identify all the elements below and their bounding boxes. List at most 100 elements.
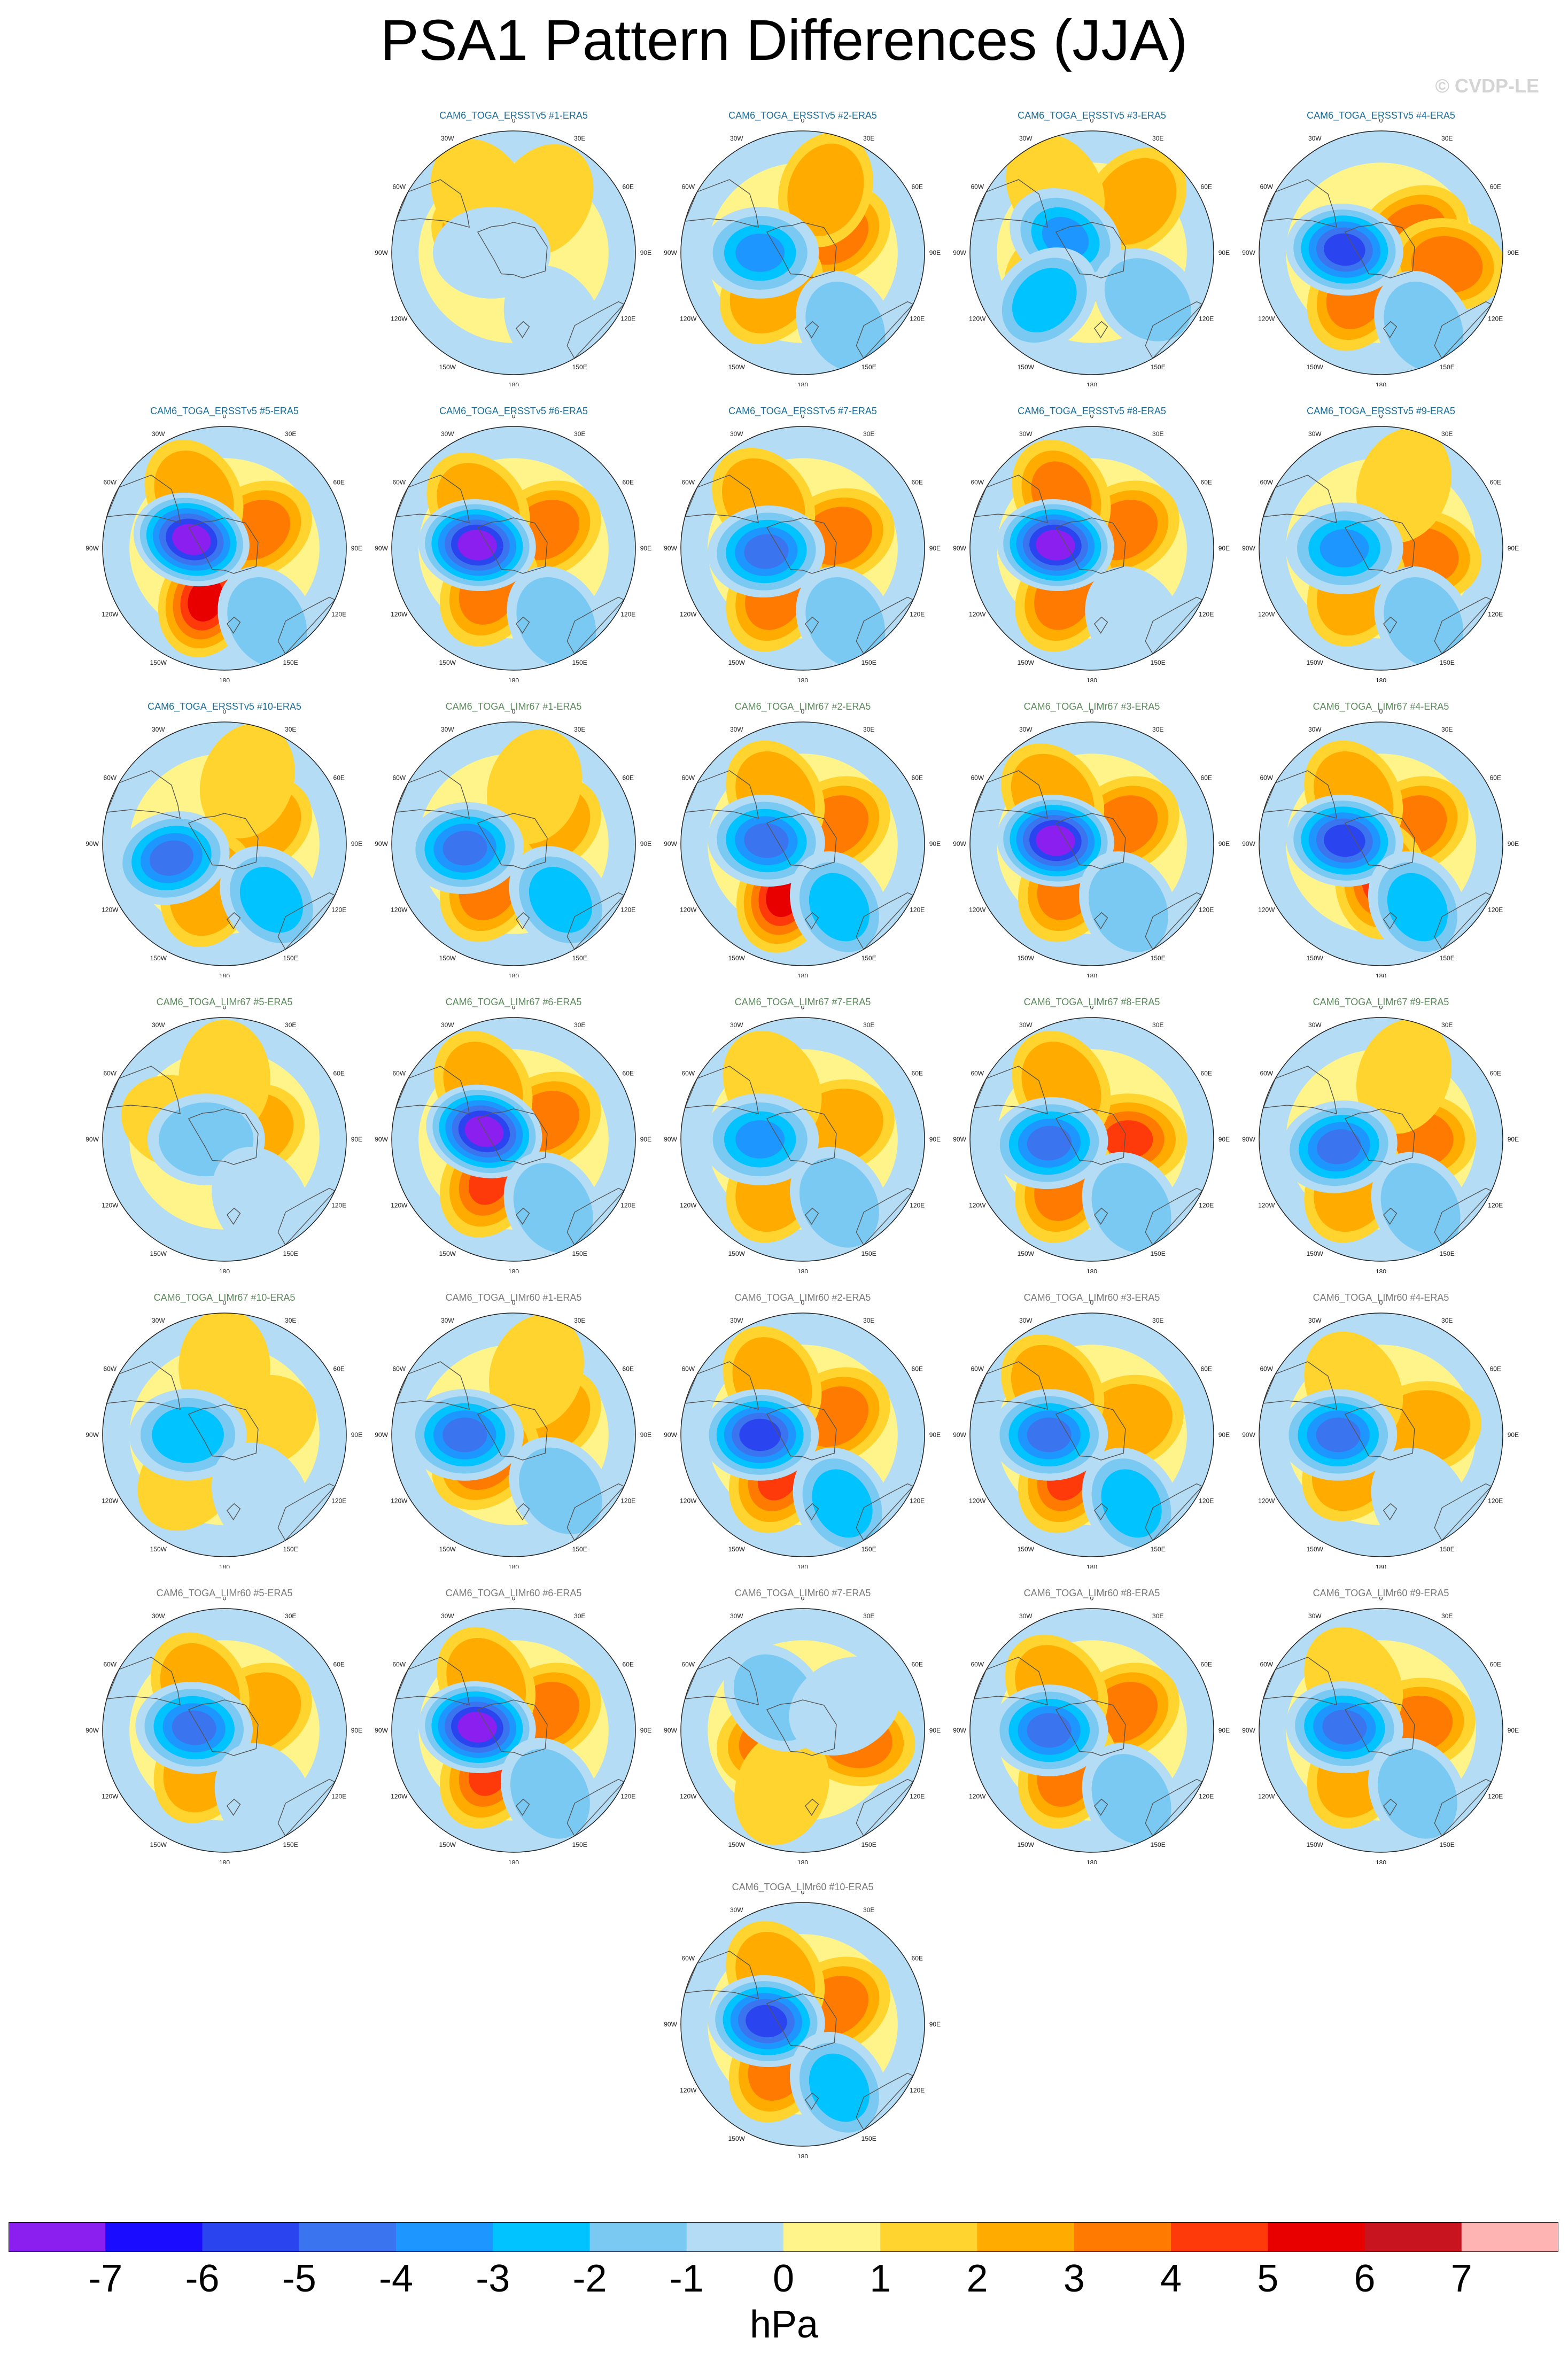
longitude-label: 120W — [680, 2087, 697, 2094]
map-panel: CAM6_TOGA_ERSSTv5 #9-ERA5 0 30E 60E 90E 120E 1… — [1237, 405, 1525, 683]
antarctica-coastline — [1055, 813, 1126, 869]
longitude-label: 90W — [664, 545, 677, 552]
longitude-label: 30W — [152, 430, 165, 438]
longitude-label: 120E — [1488, 1793, 1503, 1800]
panel-title: CAM6_TOGA_LIMr60 #1-ERA5 — [445, 1292, 582, 1303]
panel-title: CAM6_TOGA_LIMr67 #5-ERA5 — [156, 997, 293, 1007]
longitude-label: 180 — [1086, 972, 1097, 977]
longitude-label: 30E — [574, 1021, 585, 1029]
longitude-label: 150W — [728, 2135, 746, 2142]
longitude-label: 30E — [1441, 1021, 1453, 1029]
longitude-label: 90E — [1218, 840, 1230, 848]
low-anomaly-contour — [812, 1469, 873, 1538]
longitude-label: 60W — [392, 183, 406, 190]
antarctica-coastline — [477, 1699, 548, 1756]
longitude-label: 30E — [574, 1612, 585, 1620]
longitude-label: 30W — [1308, 726, 1322, 733]
longitude-label: 90W — [664, 1136, 677, 1143]
colorbar-tick-label: 4 — [1160, 2257, 1182, 2300]
longitude-label: 60E — [1201, 183, 1212, 190]
longitude-label: 180 — [219, 677, 230, 682]
longitude-label: 180 — [1086, 1268, 1097, 1273]
low-anomaly-contour — [1371, 1447, 1470, 1557]
longitude-label: 90W — [1242, 1727, 1255, 1734]
longitude-label: 180 — [508, 677, 519, 682]
panel-title: CAM6_TOGA_ERSSTv5 #1-ERA5 — [439, 110, 588, 121]
new-zealand-coastline — [226, 616, 241, 634]
watermark: © CVDP-LE — [1435, 75, 1539, 97]
new-zealand-coastline — [804, 2092, 819, 2110]
longitude-label: 120E — [910, 1793, 925, 1800]
panel-title: CAM6_TOGA_ERSSTv5 #3-ERA5 — [1018, 110, 1166, 121]
longitude-label: 90E — [929, 2021, 941, 2028]
polar-map: 0 30E 60E 90E 120E 150E 180 150W 120W 90W 60W 30W — [953, 1597, 1230, 1864]
colorbar — [9, 2222, 1558, 2252]
longitude-label: 60E — [623, 774, 634, 781]
high-anomaly-contour — [188, 578, 224, 622]
longitude-label: 180 — [219, 972, 230, 977]
longitude-label: 0 — [223, 1006, 227, 1011]
polar-map: 0 30E 60E 90E 120E 150E 180 150W 120W 90W 60W 30W — [375, 710, 651, 977]
low-anomaly-contour — [805, 282, 886, 372]
longitude-label: 0 — [223, 1597, 227, 1602]
longitude-label: 150W — [1018, 1250, 1035, 1257]
low-anomaly-contour — [503, 265, 603, 375]
longitude-label: 120E — [1199, 1793, 1214, 1800]
longitude-label: 30W — [730, 1021, 743, 1029]
low-anomaly-contour — [744, 823, 789, 858]
polar-map: 0 30E 60E 90E 120E 150E 180 150W 120W 90W 60W 30W — [375, 1006, 651, 1273]
longitude-label: 90W — [1242, 545, 1255, 552]
antarctica-coastline — [1344, 1108, 1415, 1165]
new-zealand-coastline — [1093, 1798, 1108, 1816]
colorbar-tick-label: 7 — [1450, 2257, 1472, 2300]
longitude-label: 60W — [103, 1069, 117, 1077]
low-anomaly-contour — [1036, 530, 1075, 561]
longitude-label: 30W — [1019, 135, 1033, 142]
longitude-label: 150W — [728, 1545, 746, 1553]
longitude-label: 150W — [1018, 1841, 1035, 1849]
longitude-label: 120W — [391, 1793, 408, 1800]
longitude-label: 180 — [508, 972, 519, 977]
colorbar-tick-label: 6 — [1354, 2257, 1376, 2300]
longitude-label: 30W — [1308, 1021, 1322, 1029]
longitude-label: 120W — [969, 906, 986, 914]
map-boundary — [102, 426, 347, 671]
longitude-label: 30E — [863, 1612, 874, 1620]
longitude-label: 90W — [375, 249, 388, 257]
longitude-label: 30E — [1152, 430, 1163, 438]
longitude-label: 180 — [1376, 1268, 1386, 1273]
map-boundary — [680, 1017, 925, 1262]
map-boundary — [391, 1017, 636, 1262]
colorbar-swatch — [1268, 2222, 1365, 2252]
longitude-label: 120E — [1199, 611, 1214, 618]
longitude-label: 30W — [1308, 1612, 1322, 1620]
longitude-label: 0 — [223, 1301, 227, 1307]
colorbar-tick-label: -1 — [669, 2257, 704, 2300]
antarctica-coastline — [1344, 222, 1415, 278]
longitude-label: 30E — [1441, 135, 1453, 142]
antarctica-coastline — [477, 1108, 548, 1165]
longitude-label: 60E — [333, 478, 345, 486]
longitude-label: 90E — [1508, 840, 1519, 848]
colorbar-tick-label: 5 — [1257, 2257, 1279, 2300]
map-panel: CAM6_TOGA_LIMr60 #9-ERA5 0 30E 60E 90E 120E 15… — [1237, 1587, 1525, 1865]
colorbar-swatch — [1461, 2222, 1558, 2252]
low-anomaly-contour — [529, 867, 592, 933]
longitude-label: 30E — [285, 1612, 296, 1620]
longitude-label: 90W — [86, 840, 99, 848]
longitude-label: 30W — [730, 430, 743, 438]
panel-title: CAM6_TOGA_ERSSTv5 #8-ERA5 — [1018, 406, 1166, 416]
low-anomaly-contour — [227, 577, 307, 667]
longitude-label: 60W — [681, 478, 695, 486]
longitude-label: 180 — [797, 1563, 808, 1568]
map-boundary — [391, 1312, 636, 1557]
longitude-label: 60W — [681, 1365, 695, 1372]
longitude-label: 120W — [102, 611, 119, 618]
longitude-label: 90E — [1218, 1727, 1230, 1734]
polar-map: 0 30E 60E 90E 120E 150E 180 150W 120W 90W 60W 30W — [375, 415, 651, 682]
map-boundary — [680, 1608, 925, 1853]
longitude-label: 30E — [863, 1906, 874, 1914]
colorbar-tick-label: 1 — [870, 2257, 891, 2300]
longitude-label: 180 — [508, 1563, 519, 1568]
longitude-label: 120E — [331, 1202, 346, 1209]
